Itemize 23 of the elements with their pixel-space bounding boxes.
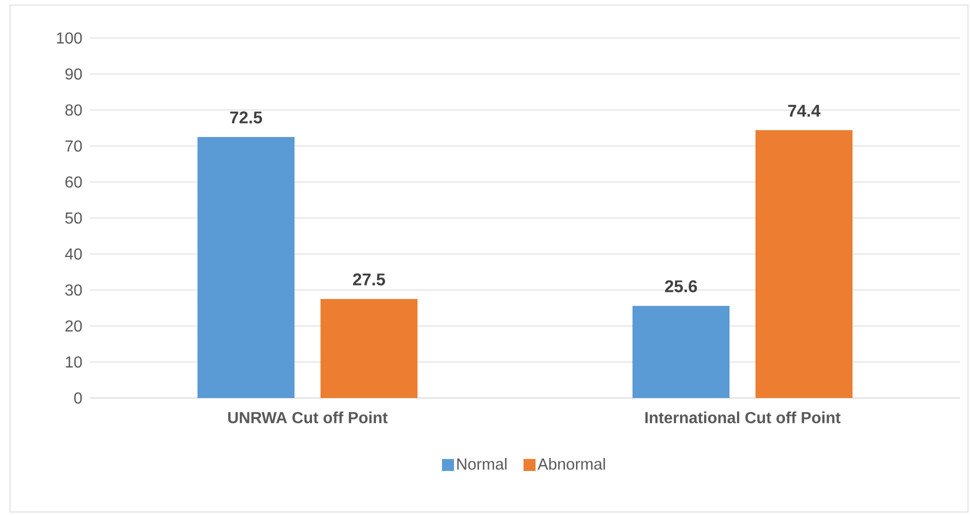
y-tick-label: 100 [56,32,82,44]
data-label: 27.5 [353,273,386,286]
y-tick-label: 30 [65,284,82,296]
y-tick-label: 50 [65,212,82,224]
bar [756,130,853,398]
x-tick-label: International Cut off Point [645,412,841,424]
y-tick-label: 70 [66,140,82,152]
bar [320,299,418,398]
bar [198,136,295,398]
y-tick-label: 80 [65,104,82,116]
data-label: 25.6 [665,280,697,292]
y-tick-label: 90 [65,68,82,80]
y-tick-label: 60 [65,176,82,188]
data-label: 74.4 [788,104,820,117]
bar [632,306,730,398]
legend-label: Abnormal [538,458,605,470]
y-tick-label: 20 [65,320,82,332]
y-tick-label: 10 [66,356,82,368]
legend-label: Normal [457,458,506,470]
data-label: 72.5 [230,111,262,124]
y-tick-label: 0 [74,392,82,404]
y-tick-label: 40 [65,248,82,260]
x-tick-label: UNRWA Cut off Point [228,412,388,424]
